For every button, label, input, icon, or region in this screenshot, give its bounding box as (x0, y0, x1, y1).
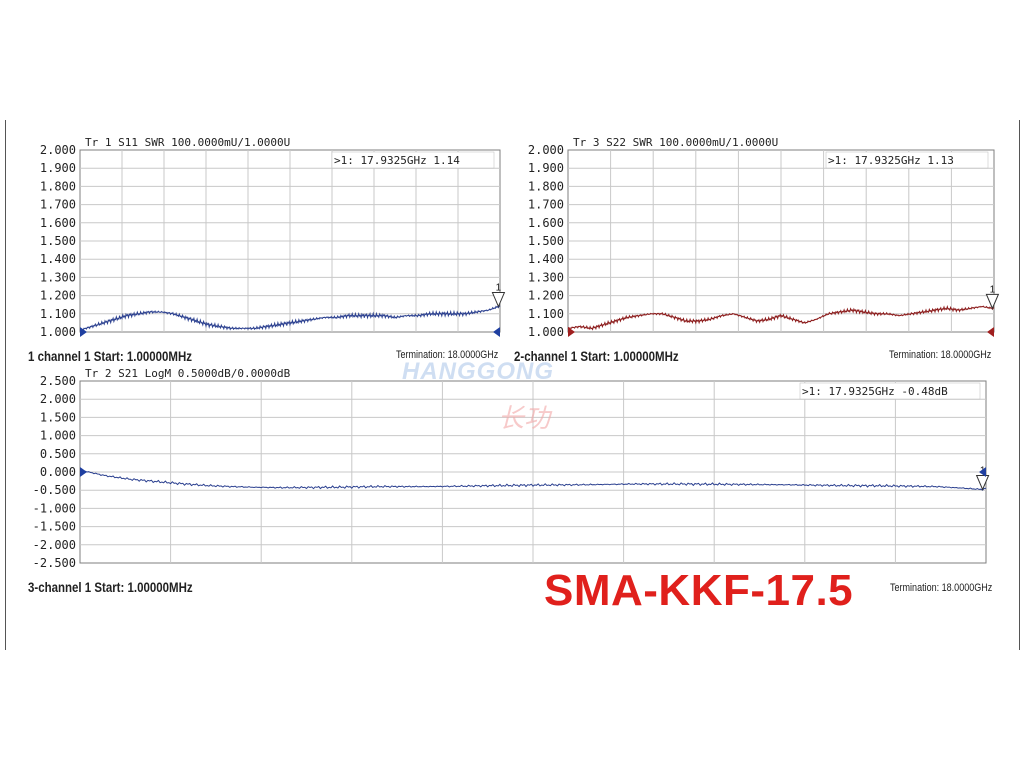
s21-y-tick-label: -1.000 (33, 501, 76, 515)
s21-trace-header: Tr 2 S21 LogM 0.5000dB/0.0000dB (85, 367, 291, 380)
s11-trace-header: Tr 1 S11 SWR 100.0000mU/1.0000U (85, 136, 290, 149)
s21-y-tick-label: -2.000 (33, 538, 76, 552)
s22-y-tick-label: 1.600 (528, 216, 564, 230)
s11-y-tick-label: 1.600 (40, 216, 76, 230)
s21-trace-line (79, 469, 986, 491)
s22-y-tick-label: 1.100 (528, 307, 564, 321)
s11-y-tick-label: 1.400 (40, 252, 76, 266)
s21-right-ref-arrow (979, 467, 986, 477)
s11-y-tick-label: 1.500 (40, 234, 76, 248)
s22-marker-readout-box (825, 151, 989, 169)
s11-y-tick-label: 1.100 (40, 307, 76, 321)
s21-marker-readout-box (799, 382, 981, 400)
chinese-watermark: 长功 (498, 404, 551, 434)
s21-start-label: 3-channel 1 Start: 1.00000MHz (28, 579, 193, 595)
s22-y-tick-label: 1.300 (528, 270, 564, 284)
s22-y-tick-label: 1.800 (528, 179, 564, 193)
s22-marker-readout: >1: 17.9325GHz 1.13 (828, 154, 954, 167)
s21-y-tick-label: -2.500 (33, 556, 76, 570)
s11-y-tick-label: 1.800 (40, 179, 76, 193)
s22-termination-label: Termination: 18.0000GHz (889, 349, 992, 361)
s11-trace-line (79, 304, 501, 331)
s21-marker-triangle (975, 474, 990, 491)
s22-y-tick-label: 1.200 (528, 289, 564, 303)
s22-start-label: 2-channel 1 Start: 1.00000MHz (514, 348, 679, 364)
s22-right-ref-arrow (987, 327, 994, 337)
s22-y-tick-label: 1.900 (528, 161, 564, 175)
s22-y-tick-label: 1.700 (528, 198, 564, 212)
s21-y-tick-label: 2.000 (40, 392, 76, 406)
s21-termination-label: Termination: 18.0000GHz (890, 582, 993, 594)
s21-y-tick-label: -1.500 (33, 520, 76, 534)
s22-y-tick-label: 1.400 (528, 252, 564, 266)
s11-left-ref-arrow (80, 327, 87, 337)
s11-y-tick-label: 1.300 (40, 270, 76, 284)
s11-y-tick-label: 1.200 (40, 289, 76, 303)
s11-marker-readout: >1: 17.9325GHz 1.14 (334, 154, 460, 167)
s11-marker-number: 1 (496, 283, 502, 294)
s21-left-ref-arrow (80, 467, 87, 477)
s22-y-tick-label: 1.500 (528, 234, 564, 248)
model-number-title: SMA-KKF-17.5 (544, 566, 854, 615)
s11-marker-readout-box (331, 151, 495, 169)
s22-trace-header: Tr 3 S22 SWR 100.0000mU/1.0000U (573, 136, 778, 149)
s11-y-tick-label: 1.900 (40, 161, 76, 175)
brand-watermark: HANGGONG (402, 358, 554, 385)
s21-y-tick-label: -0.500 (33, 483, 76, 497)
s21-y-tick-label: 1.000 (40, 429, 76, 443)
s11-termination-label: Termination: 18.0000GHz (396, 349, 499, 361)
s11-right-ref-arrow (493, 327, 500, 337)
s21-y-tick-label: 2.500 (40, 374, 76, 388)
s22-y-tick-label: 1.000 (528, 325, 564, 339)
s21-y-tick-label: 0.000 (40, 465, 76, 479)
s22-trace-line (567, 305, 995, 331)
s22-marker-triangle (985, 293, 1000, 310)
s11-start-label: 1 channel 1 Start: 1.00000MHz (28, 348, 192, 364)
s11-y-tick-label: 1.000 (40, 325, 76, 339)
right-border-line (1019, 120, 1020, 650)
s21-y-tick-label: 0.500 (40, 447, 76, 461)
s22-marker-number: 1 (990, 284, 996, 295)
s11-y-tick-label: 2.000 (40, 143, 76, 157)
s22-y-tick-label: 2.000 (528, 143, 564, 157)
s21-marker-readout: >1: 17.9325GHz -0.48dB (802, 385, 948, 398)
s21-y-tick-label: 1.500 (40, 410, 76, 424)
s11-marker-triangle (491, 292, 506, 308)
s11-y-tick-label: 1.700 (40, 198, 76, 212)
left-border-line (5, 120, 6, 650)
s22-left-ref-arrow (568, 327, 575, 337)
